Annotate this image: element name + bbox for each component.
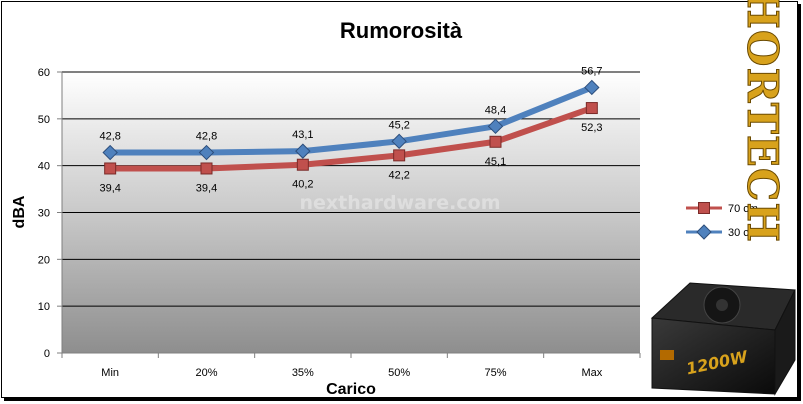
data-label: 42,2 [388,169,409,181]
psu-fan-hub [716,299,728,311]
grid-lines [62,71,640,307]
data-point [391,133,407,150]
legend-label: 70 cm [728,203,758,215]
y-tick-label: 60 [38,67,50,79]
series-layer: 39,4 39,4 40,2 42,2 45,1 52,3 42,8 42,8 43,1 45,2… [99,65,602,194]
data-label: 39,4 [196,182,217,194]
data-label: 52,3 [581,122,602,134]
psu-side-face [774,289,796,396]
series-line [107,84,595,156]
data-point [104,162,117,175]
y-tick-label: 50 [38,114,50,126]
data-point [200,162,213,175]
x-tick-label: 75% [484,367,506,379]
data-point [489,135,502,148]
data-point [487,118,504,135]
legend-marker [698,202,710,214]
legend-entry: 30 cm [686,224,758,240]
data-point [296,158,309,171]
data-label: 40,2 [292,179,313,191]
data-label: 45,2 [388,119,409,131]
series-70-cm: 39,4 39,4 40,2 42,2 45,1 52,3 [99,102,603,194]
x-axis-title: Carico [326,381,376,398]
data-point [295,143,311,159]
legend: 70 cm 30 cm [686,202,758,240]
data-point [393,149,406,162]
data-point [198,144,215,161]
data-point [102,144,118,161]
thortech-logo: THORTECH [738,0,787,243]
legend-entry: 70 cm [686,202,758,215]
y-tick-label: 40 [38,161,50,173]
x-tick-label: Max [581,367,602,379]
x-tick-label: 20% [195,367,217,379]
x-tick-label: 50% [388,367,410,379]
data-label: 43,1 [292,129,313,141]
data-point [584,79,600,96]
data-label: 42,8 [99,131,120,143]
x-tick-labels: Min 20% 35% 50% 75% Max [61,353,641,379]
data-point [585,102,598,115]
legend-label: 30 cm [728,227,758,239]
x-tick-label: 35% [292,367,314,379]
psu-badge-icon [660,350,674,360]
y-tick-labels: 0 10 20 30 40 50 60 [38,67,62,360]
series-30-cm: 42,8 42,8 43,1 45,2 48,4 56,7 [99,65,603,161]
data-label: 56,7 [581,65,602,77]
data-label: 42,8 [196,131,217,143]
y-tick-label: 30 [38,208,50,220]
y-tick-label: 10 [38,301,50,313]
data-label: 48,4 [485,104,506,116]
series-line [107,105,595,172]
y-tick-label: 0 [44,348,50,360]
psu-image: 1200W [650,282,796,396]
chart-title: Rumorosità [340,18,463,43]
legend-marker [696,224,712,240]
data-label: 39,4 [99,182,120,194]
x-tick-label: Min [101,367,119,379]
y-tick-label: 20 [38,254,50,266]
data-label: 45,1 [485,156,506,168]
watermark: nexthardware.com [299,192,500,214]
y-axis-title: dBA [11,195,28,228]
